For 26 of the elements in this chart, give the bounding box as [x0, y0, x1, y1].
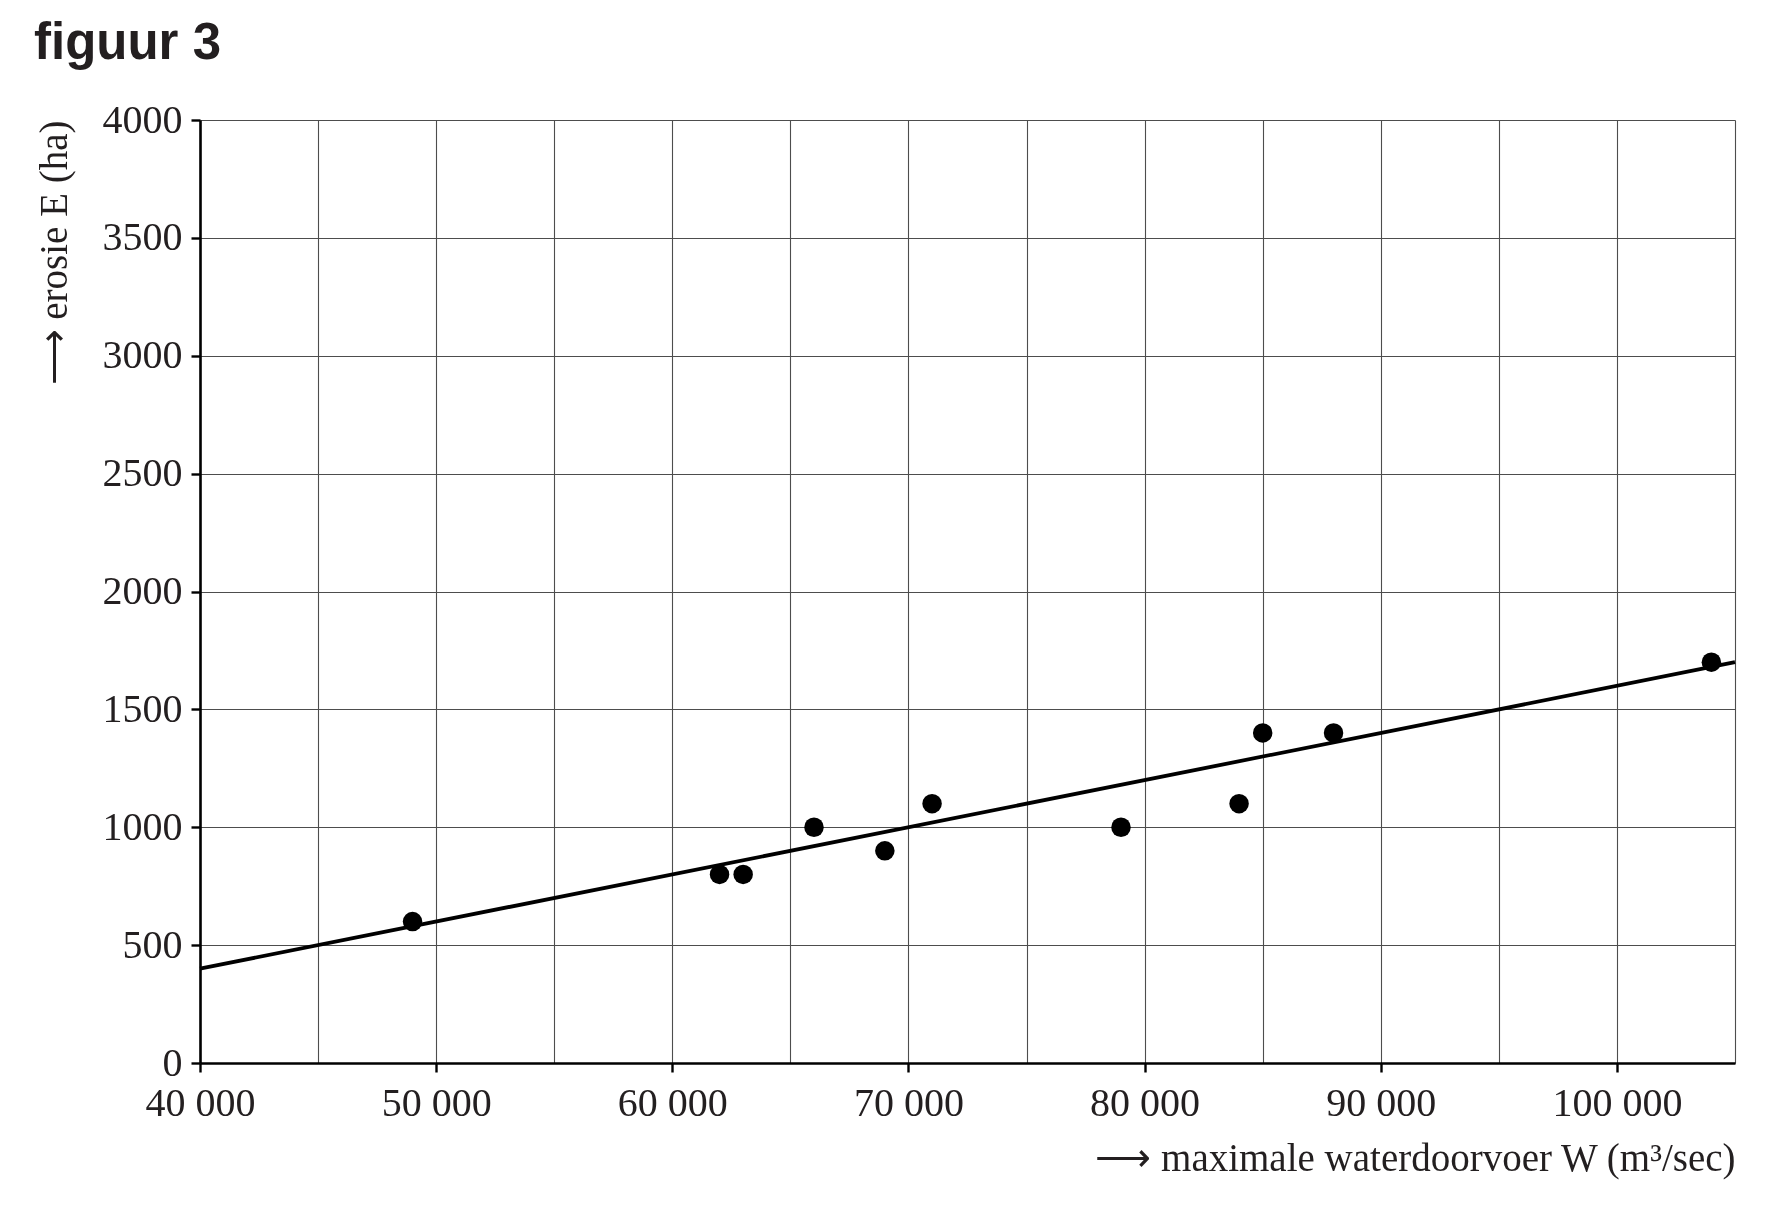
x-tick-label: 100 000: [1552, 1079, 1683, 1125]
point: [804, 817, 824, 837]
x-axis-title: ⟶ maximale waterdoorvoer W (m³/sec): [1095, 1135, 1736, 1180]
x-tick-label: 90 000: [1326, 1079, 1437, 1125]
y-tick-label: 3500: [102, 214, 183, 260]
point: [709, 864, 730, 885]
x-tick-label: 80 000: [1090, 1079, 1201, 1125]
y-tick-label: 3000: [102, 332, 183, 378]
y-tick-label: 2500: [102, 450, 183, 496]
point: [1323, 723, 1344, 743]
x-tick-label: 60 000: [617, 1079, 728, 1125]
y-tick-label: 4000: [102, 96, 183, 142]
point: [922, 793, 942, 814]
y-tick-label: 1500: [102, 685, 183, 731]
y-tick-label: 1000: [102, 803, 183, 849]
chart-title: figuur 3: [34, 13, 221, 70]
point: [1229, 793, 1249, 814]
x-tick-label: 70 000: [853, 1079, 964, 1125]
point: [875, 841, 895, 861]
y-tick-label: 2000: [102, 568, 183, 613]
point: [733, 864, 753, 885]
point: [1111, 817, 1131, 837]
y-axis-title: ⟶ erosie E (ha): [31, 120, 76, 386]
point: [1252, 723, 1273, 743]
y-tick-label: 500: [122, 921, 183, 967]
x-tick-label: 50 000: [381, 1079, 492, 1125]
